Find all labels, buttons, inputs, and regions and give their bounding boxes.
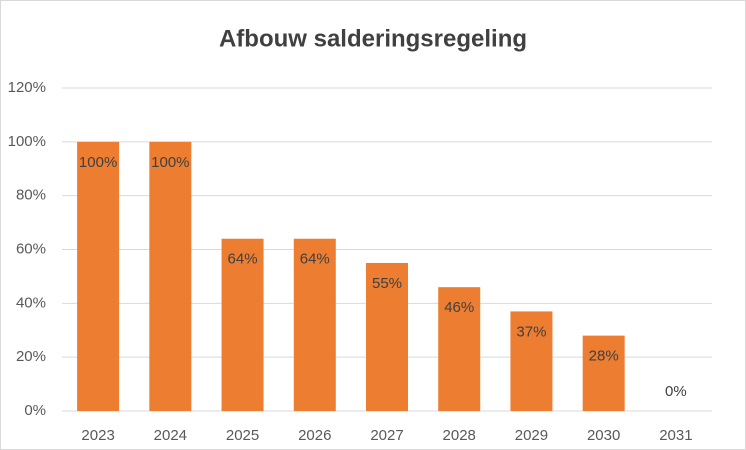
data-label: 37% (516, 323, 546, 340)
y-tick-label: 0% (24, 402, 46, 419)
data-label: 46% (444, 299, 474, 316)
data-label: 100% (79, 154, 117, 171)
x-tick-label: 2031 (659, 427, 692, 444)
bar (149, 141, 192, 412)
x-tick-label: 2027 (370, 427, 403, 444)
y-tick-label: 40% (16, 294, 46, 311)
y-tick-label: 80% (16, 187, 46, 204)
bar (366, 262, 408, 411)
x-tick-label: 2025 (226, 427, 259, 444)
x-tick-label: 2029 (515, 427, 548, 444)
x-tick-label: 2024 (154, 427, 187, 444)
data-label: 64% (300, 251, 330, 268)
y-tick-label: 100% (8, 133, 46, 150)
bar (221, 238, 264, 411)
x-tick-label: 2030 (587, 427, 620, 444)
x-tick-label: 2023 (81, 427, 114, 444)
y-tick-label: 60% (16, 240, 46, 257)
data-label: 55% (372, 275, 402, 292)
data-label: 100% (151, 154, 189, 171)
y-tick-label: 20% (16, 348, 46, 365)
bar (510, 311, 553, 411)
bar (438, 287, 481, 411)
x-tick-label: 2026 (298, 427, 331, 444)
x-tick-label: 2028 (443, 427, 476, 444)
data-label: 64% (228, 251, 258, 268)
bar (293, 238, 336, 411)
chart-title: Afbouw salderingsregeling (219, 25, 527, 52)
data-label: 28% (589, 348, 619, 365)
data-label: 0% (665, 383, 687, 400)
bar (582, 335, 625, 411)
bar (77, 141, 120, 412)
y-tick-label: 120% (8, 79, 46, 96)
